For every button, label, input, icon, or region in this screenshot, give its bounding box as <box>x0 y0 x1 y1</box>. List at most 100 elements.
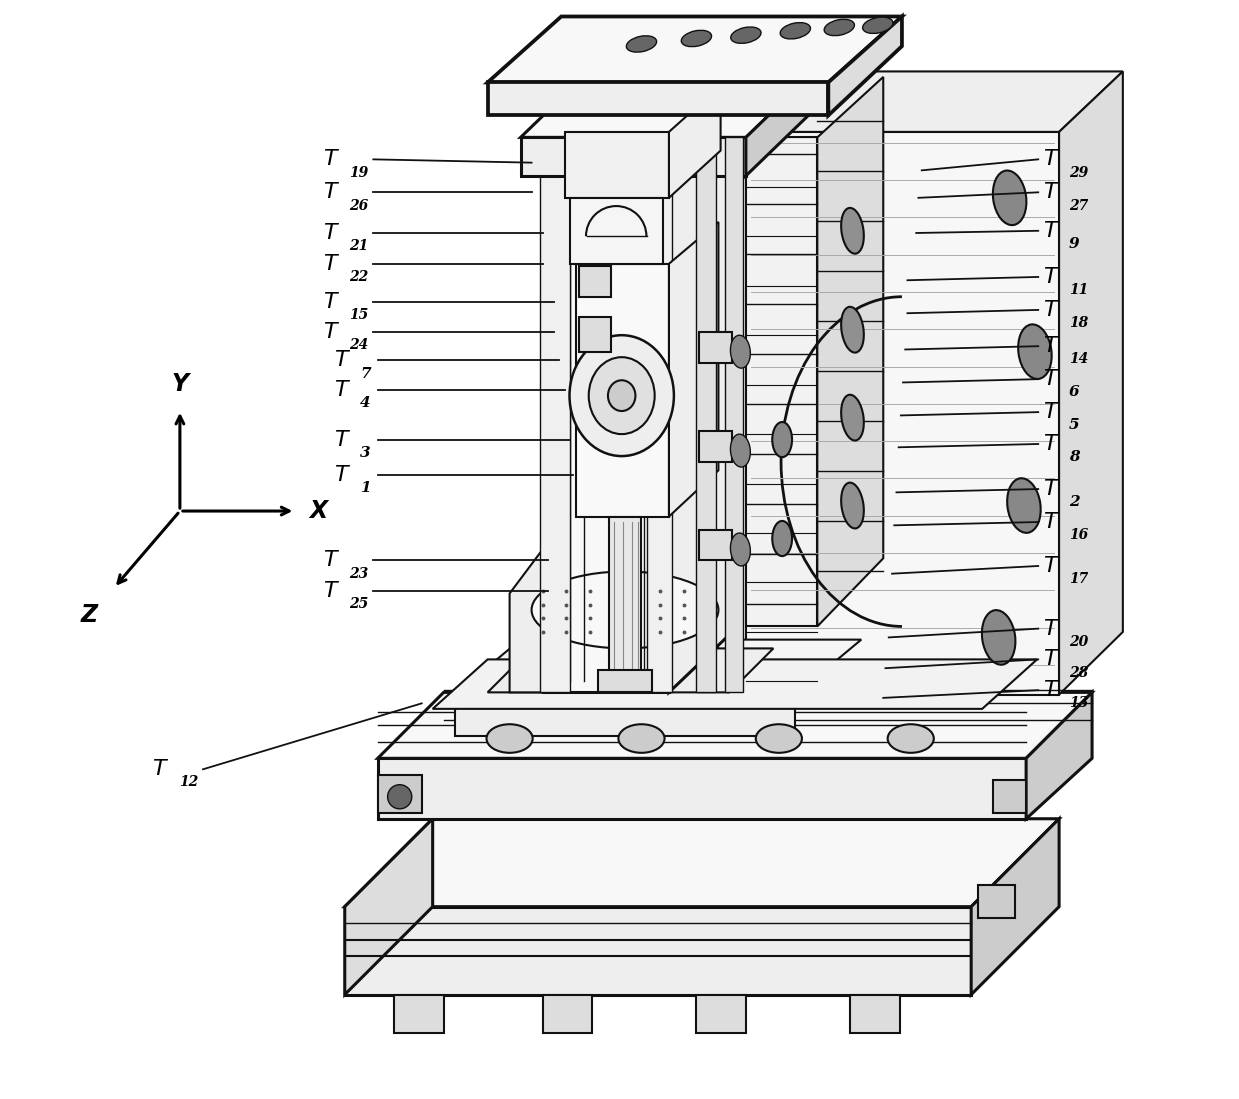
Polygon shape <box>971 819 1059 995</box>
Text: 26: 26 <box>349 199 368 212</box>
Ellipse shape <box>862 18 893 33</box>
Polygon shape <box>746 137 818 626</box>
Polygon shape <box>540 134 570 692</box>
Polygon shape <box>543 132 669 692</box>
Ellipse shape <box>731 434 751 467</box>
Ellipse shape <box>841 208 864 254</box>
Ellipse shape <box>772 521 792 556</box>
Polygon shape <box>344 907 971 995</box>
Text: $\mathit{T}$: $\mathit{T}$ <box>1042 220 1059 242</box>
Ellipse shape <box>992 170 1026 225</box>
Text: $\mathit{T}$: $\mathit{T}$ <box>1042 478 1059 500</box>
Text: $\mathit{T}$: $\mathit{T}$ <box>1042 299 1059 321</box>
Ellipse shape <box>570 335 674 456</box>
Text: $\mathit{T}$: $\mathit{T}$ <box>152 758 170 780</box>
Text: $\mathit{T}$: $\mathit{T}$ <box>323 148 339 170</box>
Ellipse shape <box>487 724 533 753</box>
Text: $\mathit{T}$: $\mathit{T}$ <box>1042 618 1059 640</box>
Text: 5: 5 <box>1069 419 1079 432</box>
Polygon shape <box>746 71 1123 132</box>
Polygon shape <box>378 775 421 813</box>
Text: 17: 17 <box>1069 573 1088 586</box>
Polygon shape <box>378 758 1026 819</box>
Polygon shape <box>509 550 543 692</box>
Polygon shape <box>696 995 746 1033</box>
Text: $\mathit{T}$: $\mathit{T}$ <box>323 291 339 313</box>
Text: $\mathit{T}$: $\mathit{T}$ <box>323 222 339 244</box>
Polygon shape <box>394 995 444 1033</box>
Polygon shape <box>1059 71 1123 695</box>
Text: 15: 15 <box>349 309 368 322</box>
Polygon shape <box>746 132 1059 695</box>
Ellipse shape <box>1007 478 1041 533</box>
Ellipse shape <box>627 36 657 52</box>
Polygon shape <box>488 82 829 115</box>
Polygon shape <box>344 819 1059 907</box>
Text: 19: 19 <box>349 166 368 179</box>
Text: $\mathit{T}$: $\mathit{T}$ <box>1042 433 1059 455</box>
Text: $\mathit{T}$: $\mathit{T}$ <box>1042 368 1059 390</box>
Polygon shape <box>1026 692 1092 819</box>
Polygon shape <box>696 137 716 692</box>
Text: $\mathit{T}$: $\mathit{T}$ <box>1042 648 1059 670</box>
Text: $\mathit{T}$: $\mathit{T}$ <box>333 349 351 371</box>
Polygon shape <box>699 431 731 462</box>
Text: $\mathit{T}$: $\mathit{T}$ <box>1042 555 1059 577</box>
Ellipse shape <box>1018 324 1052 379</box>
Text: 3: 3 <box>361 446 370 459</box>
Text: 8: 8 <box>1069 451 1079 464</box>
Text: 14: 14 <box>1069 353 1088 366</box>
Text: 11: 11 <box>1069 284 1088 297</box>
Text: X: X <box>310 499 328 523</box>
Polygon shape <box>543 995 592 1033</box>
Ellipse shape <box>532 571 719 648</box>
Text: 2: 2 <box>1069 496 1079 509</box>
Polygon shape <box>344 819 432 995</box>
Polygon shape <box>488 648 773 692</box>
Text: Z: Z <box>81 603 98 628</box>
Polygon shape <box>576 264 669 517</box>
Polygon shape <box>669 86 721 198</box>
Ellipse shape <box>772 422 792 457</box>
Text: 23: 23 <box>349 567 368 580</box>
Text: 12: 12 <box>178 776 198 789</box>
Ellipse shape <box>841 307 864 353</box>
Polygon shape <box>746 74 812 176</box>
Text: $\mathit{T}$: $\mathit{T}$ <box>1042 401 1059 423</box>
Ellipse shape <box>731 533 751 566</box>
Ellipse shape <box>618 724 664 753</box>
Polygon shape <box>570 198 663 264</box>
Ellipse shape <box>887 724 934 753</box>
Polygon shape <box>579 266 611 297</box>
Text: 28: 28 <box>1069 666 1088 679</box>
Text: 24: 24 <box>349 338 368 352</box>
Ellipse shape <box>731 27 761 43</box>
Polygon shape <box>850 995 900 1033</box>
Text: 27: 27 <box>1069 199 1088 212</box>
Polygon shape <box>699 332 731 363</box>
Text: $\mathit{T}$: $\mathit{T}$ <box>323 550 339 571</box>
Ellipse shape <box>756 724 802 753</box>
Polygon shape <box>818 77 883 626</box>
Text: 18: 18 <box>1069 317 1088 330</box>
Polygon shape <box>378 692 1092 758</box>
Text: 13: 13 <box>1069 697 1088 710</box>
Ellipse shape <box>589 357 654 434</box>
Polygon shape <box>565 132 669 198</box>
Ellipse shape <box>681 31 711 46</box>
Text: $\mathit{T}$: $\mathit{T}$ <box>1042 181 1059 203</box>
Text: 1: 1 <box>361 481 370 495</box>
Ellipse shape <box>388 785 411 809</box>
Text: 20: 20 <box>1069 635 1088 648</box>
Polygon shape <box>532 610 719 648</box>
Polygon shape <box>725 137 742 692</box>
Text: 9: 9 <box>1069 237 1079 251</box>
Polygon shape <box>579 317 611 352</box>
Ellipse shape <box>781 23 810 38</box>
Polygon shape <box>608 517 642 692</box>
Text: $\mathit{T}$: $\mathit{T}$ <box>333 464 351 486</box>
Text: Y: Y <box>171 371 188 396</box>
Text: 16: 16 <box>1069 529 1088 542</box>
Ellipse shape <box>608 380 636 411</box>
Text: $\mathit{T}$: $\mathit{T}$ <box>333 379 351 401</box>
